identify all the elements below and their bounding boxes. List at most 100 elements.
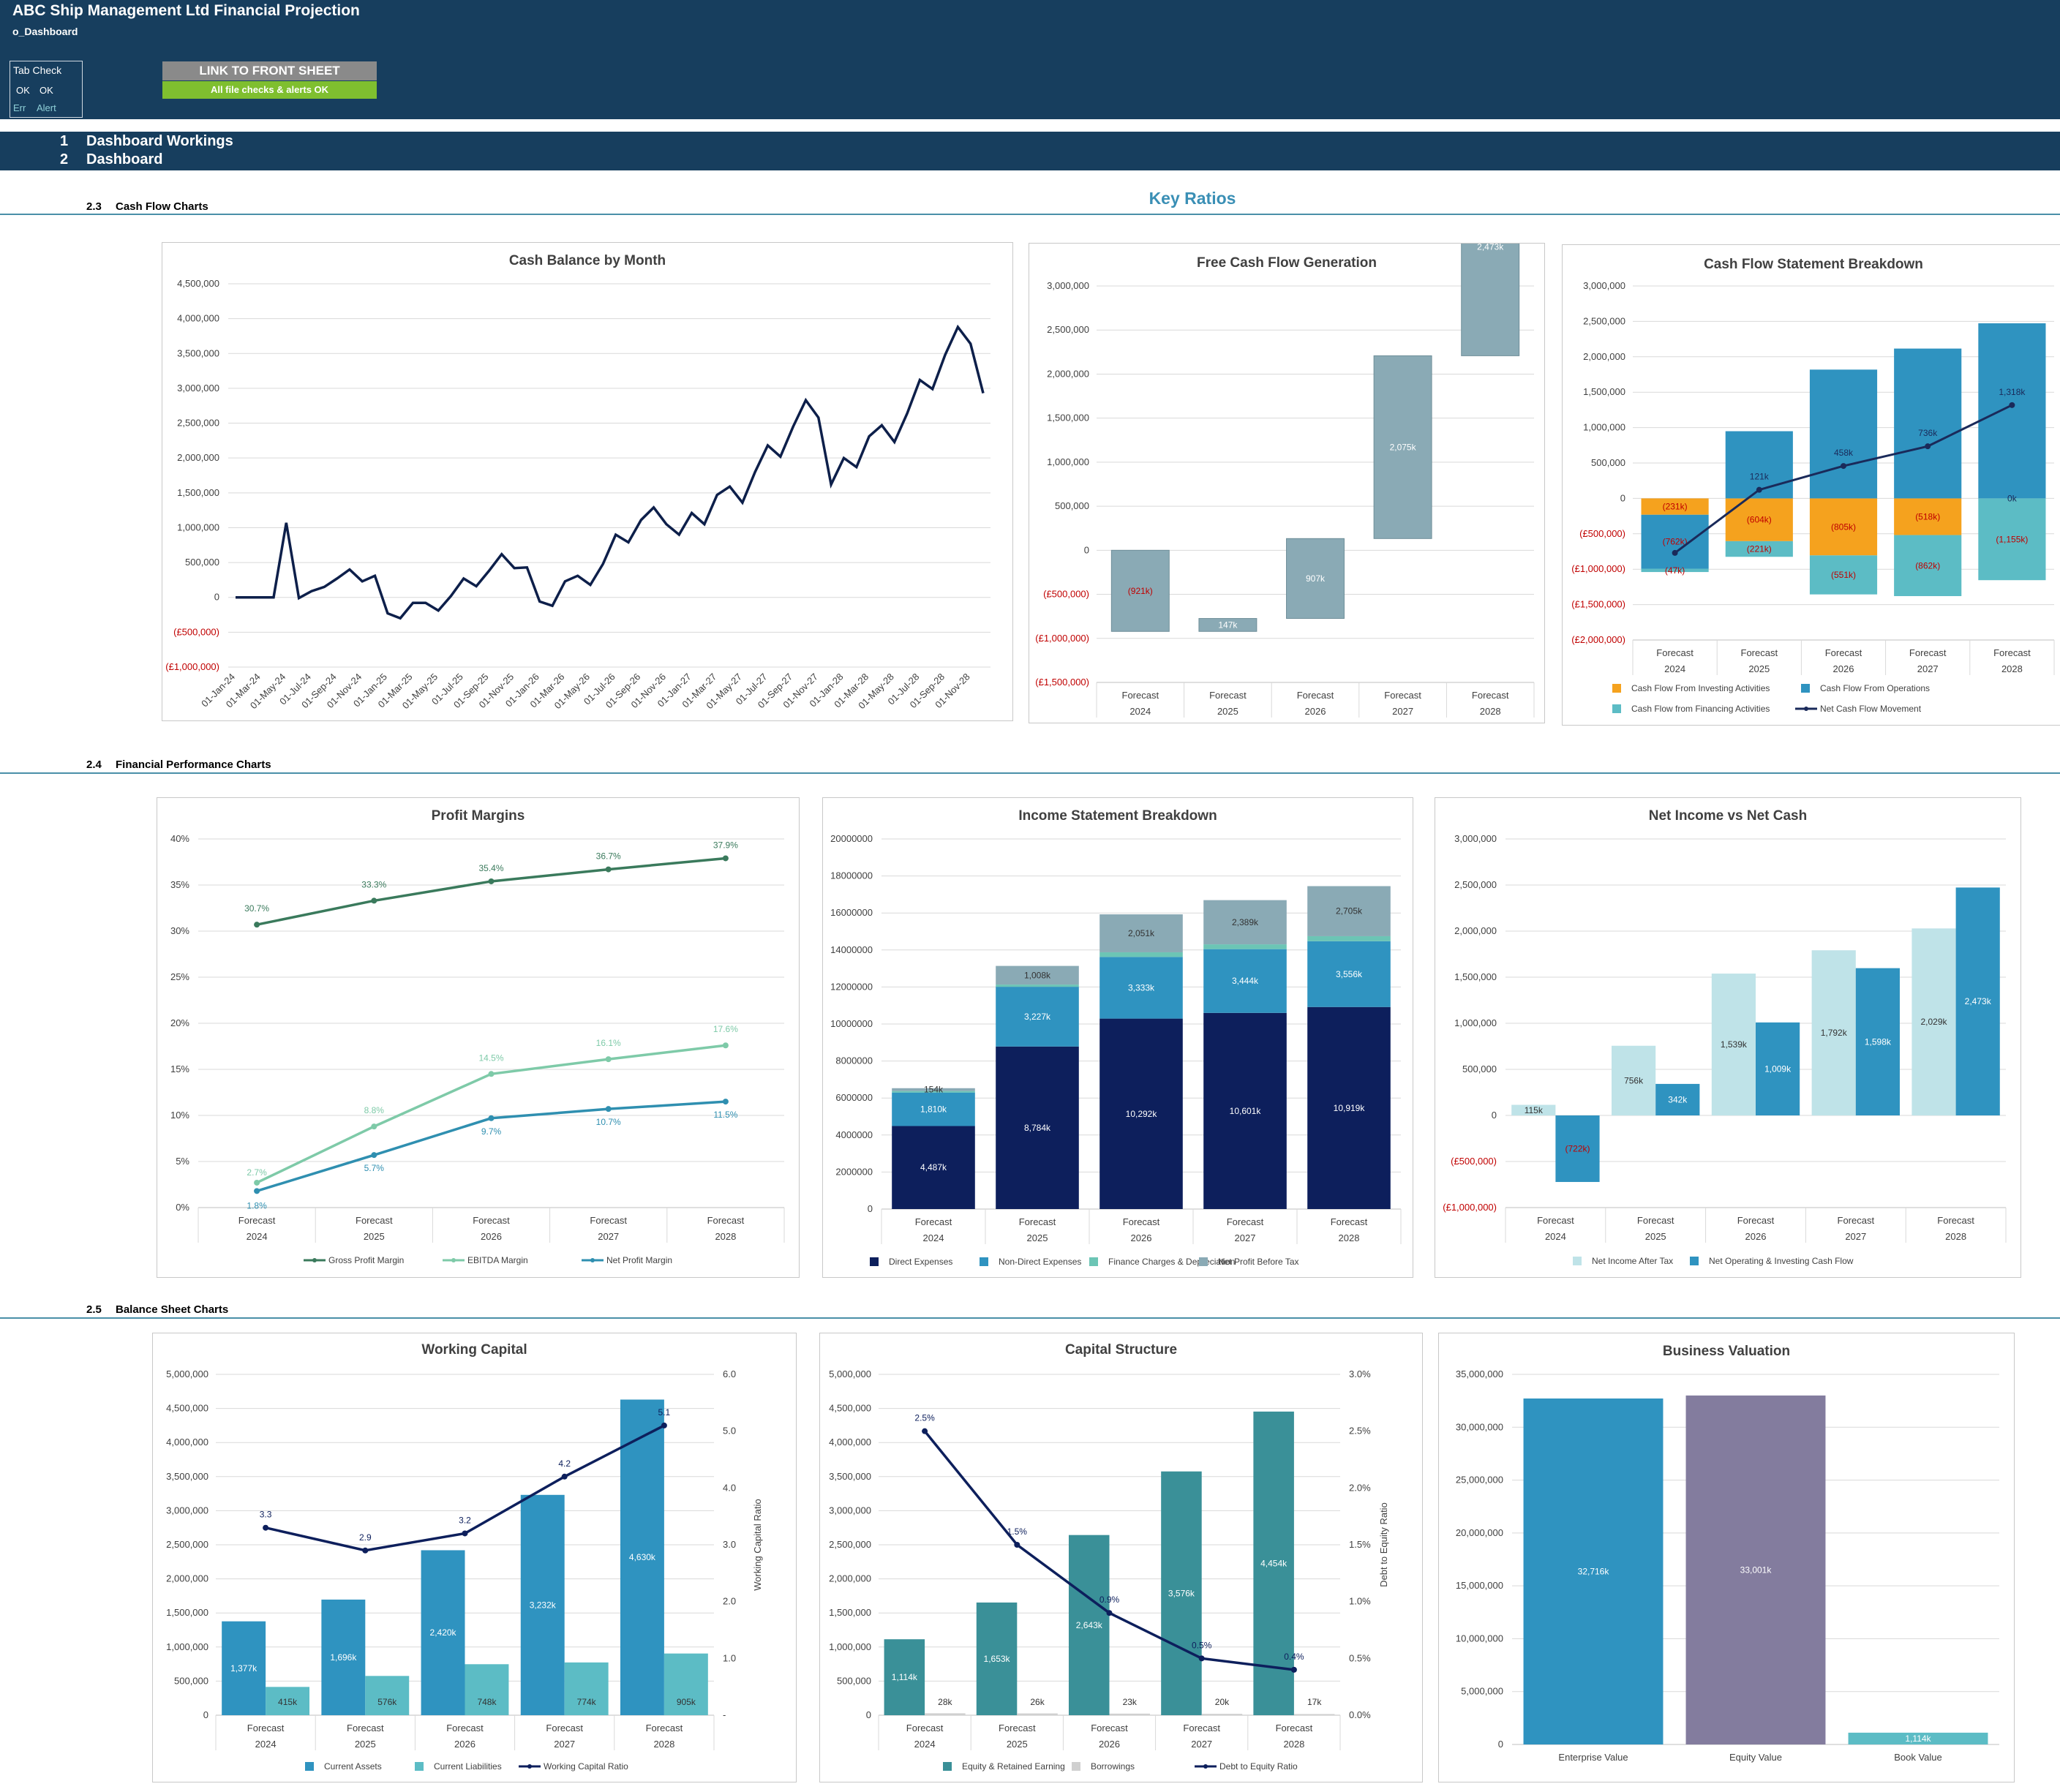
x-category-label: Forecast xyxy=(356,1215,393,1226)
ni-vs-cash-bar xyxy=(1655,1083,1700,1115)
ni-vs-cash-bar xyxy=(1855,968,1900,1115)
working-capital-ratio-marker xyxy=(462,1530,468,1537)
legend-label: Net Profit Before Tax xyxy=(1218,1257,1299,1267)
data-label: 1,598k xyxy=(1865,1036,1892,1047)
y2-tick-label: 3.0 xyxy=(723,1539,736,1550)
x-year-label: 2027 xyxy=(1191,1739,1212,1750)
margin-marker xyxy=(254,1179,260,1186)
y-tick-label: 10,000,000 xyxy=(1456,1633,1503,1644)
fcf-bar xyxy=(1198,618,1258,632)
margin-marker xyxy=(488,1071,495,1077)
data-label: 37.9% xyxy=(713,840,738,850)
income-bar-segment xyxy=(996,987,1079,1047)
fcf-bar xyxy=(1461,244,1520,356)
legend-label: Current Liabilities xyxy=(434,1761,502,1772)
income-bar-segment xyxy=(1307,935,1391,941)
legend-label: Gross Profit Margin xyxy=(328,1255,404,1265)
capital-structure-bar xyxy=(925,1713,966,1715)
x-year-label: 2025 xyxy=(1748,663,1770,674)
y2-tick-label: 1.5% xyxy=(1349,1539,1371,1550)
y-tick-label: 3,500,000 xyxy=(166,1471,208,1482)
debt-to-equity-marker xyxy=(1198,1655,1205,1662)
legend-label: Cash Flow From Investing Activities xyxy=(1631,683,1770,693)
link-to-front-sheet-button[interactable]: LINK TO FRONT SHEET xyxy=(162,61,377,80)
chart-title: Income Statement Breakdown xyxy=(1018,808,1217,824)
data-label: 3,576k xyxy=(1168,1588,1195,1598)
y-tick-label: 2000000 xyxy=(835,1166,873,1177)
y-tick-label: 0 xyxy=(1498,1739,1503,1750)
y-tick-label: 12000000 xyxy=(830,981,873,992)
ni-vs-cash-bar xyxy=(1756,1022,1800,1115)
y-tick-label: 6000000 xyxy=(835,1092,873,1103)
x-category-label: Forecast xyxy=(1741,647,1778,658)
y-tick-label: 500,000 xyxy=(1055,500,1089,511)
data-label: 2,029k xyxy=(1920,1017,1947,1027)
y-tick-label: 4,500,000 xyxy=(829,1403,871,1414)
y-tick-label: 2,000,000 xyxy=(177,452,219,463)
x-year-label: 2024 xyxy=(1129,706,1151,717)
chart-svg: Profit Margins 0% 5% 10% 15% 20% 25% 30% 35% 40% F… xyxy=(170,808,785,1265)
x-year-label: 2026 xyxy=(1745,1231,1767,1242)
x-category-label: Forecast xyxy=(646,1723,683,1733)
data-label: 2.7% xyxy=(247,1167,267,1178)
data-label: 2,643k xyxy=(1076,1620,1103,1630)
y-tick-label: 500,000 xyxy=(174,1675,208,1686)
y-tick-label: 1,000,000 xyxy=(1454,1017,1497,1028)
data-label: (1,155k) xyxy=(1996,534,2028,544)
y-tick-label: 3,000,000 xyxy=(829,1505,871,1516)
data-label: 415k xyxy=(278,1697,298,1707)
x-category-label: Forecast xyxy=(1937,1215,1974,1226)
data-label: (221k) xyxy=(1747,544,1772,554)
y-tick-label: 18000000 xyxy=(830,870,873,881)
y-tick-label: 2,500,000 xyxy=(1454,879,1497,890)
x-year-label: 2027 xyxy=(1235,1232,1256,1243)
data-label: 1,377k xyxy=(230,1663,258,1674)
data-label: 3,232k xyxy=(530,1600,557,1610)
x-year-label: 2028 xyxy=(1283,1739,1304,1750)
data-label: 17.6% xyxy=(713,1024,738,1034)
data-label: 5.1 xyxy=(658,1407,671,1418)
y2-tick-label: 4.0 xyxy=(723,1482,736,1493)
data-label: 14.5% xyxy=(478,1053,503,1063)
legend-swatch xyxy=(980,1257,988,1266)
y-tick-label: 3,000,000 xyxy=(166,1505,208,1516)
margin-marker xyxy=(254,1188,260,1194)
y-tick-label: (£500,000) xyxy=(1579,528,1625,539)
x-category-label: Forecast xyxy=(1331,1216,1368,1227)
data-label: 342k xyxy=(1668,1094,1688,1104)
x-year-label: 2028 xyxy=(653,1739,674,1750)
data-label: 147k xyxy=(1218,620,1238,630)
y2-tick-label: 2.5% xyxy=(1349,1426,1371,1437)
y-tick-label: 0 xyxy=(868,1203,873,1214)
legend-label: Non-Direct Expenses xyxy=(999,1257,1081,1267)
data-label: 4.2 xyxy=(558,1458,571,1469)
income-bar-segment xyxy=(1099,914,1183,952)
data-label: 8,784k xyxy=(1024,1123,1051,1133)
x-year-label: 2027 xyxy=(1845,1231,1866,1242)
data-label: 9.7% xyxy=(481,1126,502,1137)
income-bar-segment xyxy=(1099,1018,1183,1209)
data-label: 3.2 xyxy=(459,1515,471,1525)
y-tick-label: 1,000,000 xyxy=(166,1641,208,1652)
nav-item-dashboard[interactable]: 2 Dashboard xyxy=(0,151,293,170)
data-label: 30.7% xyxy=(244,903,269,914)
y-tick-label: 500,000 xyxy=(1462,1063,1497,1074)
data-label: (762k) xyxy=(1663,537,1688,547)
section-divider xyxy=(0,772,2060,774)
x-category-label: Enterprise Value xyxy=(1558,1752,1628,1763)
data-label: 756k xyxy=(1624,1075,1644,1085)
nav-item-dashboard-workings[interactable]: 1 Dashboard Workings xyxy=(0,133,293,151)
checks-status-badge: All file checks & alerts OK xyxy=(162,81,377,99)
x-category-label: Forecast xyxy=(590,1215,627,1226)
y-tick-label: 20% xyxy=(170,1017,189,1028)
y-tick-label: 2,000,000 xyxy=(1454,925,1497,936)
legend-label: Working Capital Ratio xyxy=(544,1761,628,1772)
x-year-label: 2027 xyxy=(554,1739,575,1750)
data-label: (47k) xyxy=(1665,565,1685,576)
y-tick-label: 1,500,000 xyxy=(177,487,219,498)
y-tick-label: 2,000,000 xyxy=(1047,368,1089,379)
data-label: 0.4% xyxy=(1284,1652,1304,1662)
data-label: 4,487k xyxy=(920,1162,947,1172)
data-label: 16.1% xyxy=(596,1038,621,1048)
data-label: 458k xyxy=(1834,448,1854,458)
